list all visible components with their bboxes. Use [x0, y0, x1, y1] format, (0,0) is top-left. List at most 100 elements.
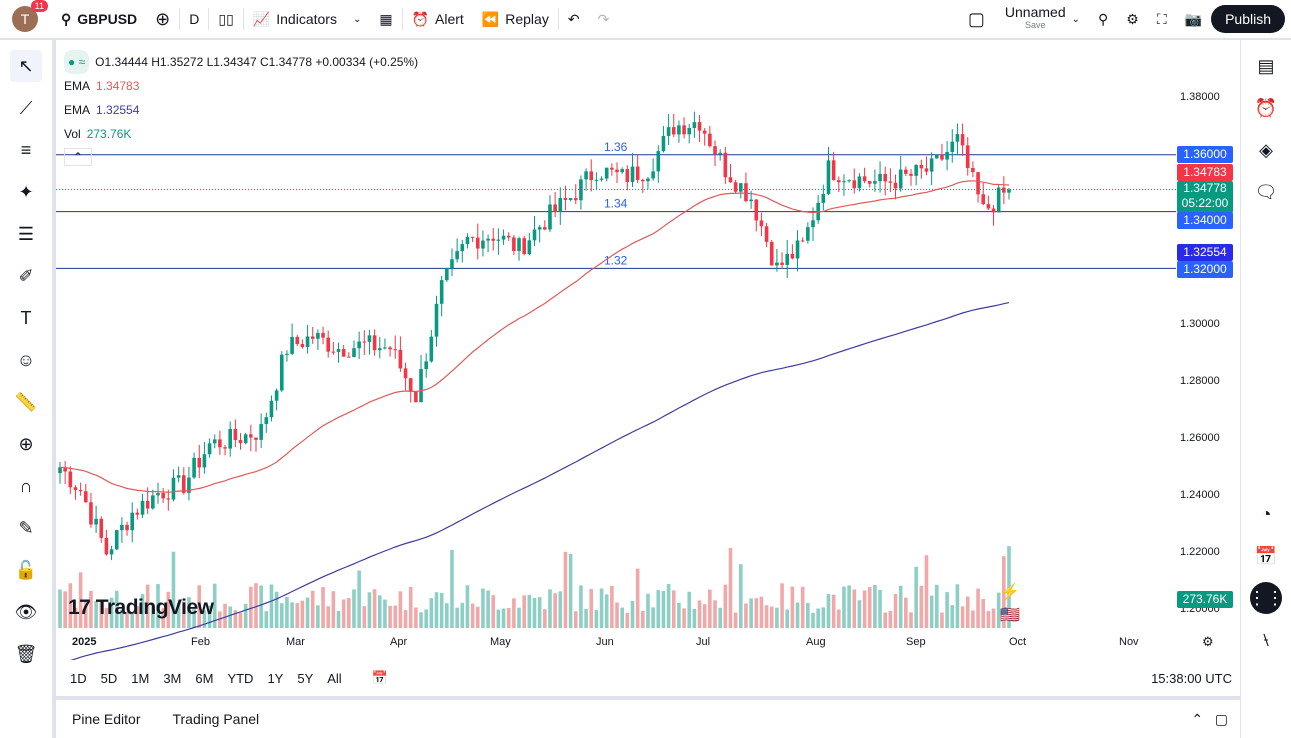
candle-body: [929, 158, 934, 172]
gauge-icon[interactable]: ◔: [1260, 503, 1272, 524]
chart-type-button[interactable]: ▯▯: [209, 0, 242, 38]
time-label: 2025: [72, 636, 97, 648]
trend-line-icon[interactable]: ⟋: [19, 97, 33, 118]
collapse-panel-icon[interactable]: ⌃ ▢: [1191, 710, 1228, 727]
candle-body: [192, 457, 196, 478]
candle-body: [687, 128, 692, 135]
range-5y[interactable]: 5Y: [297, 670, 314, 686]
volume-bar: [806, 603, 810, 628]
candle-body: [439, 280, 444, 304]
date-range-icon[interactable]: 📅: [371, 670, 388, 685]
redo-button[interactable]: ↷: [597, 10, 610, 27]
emoji-icon[interactable]: ☺: [16, 349, 36, 370]
lock-icon[interactable]: 🔓: [14, 559, 38, 580]
candle-body: [620, 169, 624, 173]
forecast-icon[interactable]: ☰: [17, 223, 35, 244]
candle-body: [713, 146, 717, 155]
indicators-button[interactable]: 📈 Indicators ⌄: [252, 10, 362, 28]
candle-body: [491, 238, 496, 241]
volume-bar: [104, 608, 109, 628]
axis-settings-icon[interactable]: ⚙: [1202, 634, 1214, 649]
layers-icon[interactable]: ◈: [1259, 139, 1273, 160]
chart-pane[interactable]: 1.36 1.34 1.32 ● ≈ O1.34444 H1.35272 L1.343…: [56, 40, 1240, 696]
candle-body: [228, 428, 233, 449]
ruler-icon[interactable]: 📏: [14, 391, 38, 412]
volume-label: 273.76K: [1177, 591, 1233, 608]
volume-bar: [486, 590, 490, 628]
volume-bar: [352, 589, 356, 628]
tab-pine-editor[interactable]: Pine Editor: [72, 711, 141, 727]
clock[interactable]: 15:38:00 UTC: [1151, 670, 1232, 686]
range-3m[interactable]: 3M: [163, 670, 182, 686]
candle-body: [362, 341, 367, 343]
settings-button[interactable]: ⚙: [1117, 0, 1148, 38]
volume-bar: [223, 603, 227, 628]
snapshot-button[interactable]: 📷: [1176, 0, 1211, 38]
zoom-icon[interactable]: ⊕: [18, 433, 34, 454]
eye-icon[interactable]: 👁: [14, 601, 38, 622]
symbol-search[interactable]: ⚲ GBPUSD: [61, 10, 138, 28]
range-bar: 1D 5D 1M 3M 6M YTD 1Y 5Y All 📅 15:38:00 …: [56, 662, 1240, 694]
time-label: Sep: [906, 636, 926, 648]
volume-bar: [491, 595, 496, 628]
candle-body: [259, 424, 263, 440]
quick-search-button[interactable]: ⚲: [1098, 10, 1109, 27]
range-all[interactable]: All: [327, 670, 342, 686]
undo-button[interactable]: ↶: [567, 10, 580, 27]
signal-icon[interactable]: ⧷: [1262, 629, 1270, 650]
time-label: Oct: [1009, 636, 1027, 648]
publish-button[interactable]: Publish: [1211, 5, 1285, 33]
fib-icon[interactable]: ≡: [20, 139, 32, 160]
collapse-legend-button[interactable]: ⌃: [64, 148, 92, 166]
replay-button[interactable]: ⏪ Replay: [481, 10, 549, 28]
range-1y[interactable]: 1Y: [267, 670, 284, 686]
brush-icon[interactable]: ✐: [18, 265, 34, 286]
cursor-icon[interactable]: ↖: [10, 50, 42, 82]
candle-body: [83, 491, 88, 503]
text-icon[interactable]: T: [20, 307, 32, 328]
candle-body: [347, 356, 351, 358]
candle-body: [377, 348, 382, 351]
fullscreen-button[interactable]: ⛶: [1148, 0, 1176, 38]
tab-trading-panel[interactable]: Trading Panel: [172, 711, 260, 727]
range-5d[interactable]: 5D: [100, 670, 118, 686]
ema-slow-line: [70, 302, 1010, 660]
watchlist-icon[interactable]: ▤: [1257, 55, 1275, 76]
volume-bar: [465, 585, 470, 628]
candle-body: [383, 347, 387, 349]
candle-body: [445, 267, 449, 281]
range-ytd[interactable]: YTD: [227, 670, 254, 686]
magnet-icon[interactable]: ∩: [19, 475, 33, 496]
avatar[interactable]: T 11: [12, 0, 48, 32]
range-1d[interactable]: 1D: [70, 670, 87, 686]
templates-button[interactable]: ▦: [370, 0, 401, 38]
compare-button[interactable]: ⊕: [146, 0, 179, 38]
trash-icon[interactable]: 🗑: [14, 643, 38, 664]
calendar-icon[interactable]: 📅: [1254, 545, 1278, 566]
alerts-icon[interactable]: ⏰: [1254, 97, 1278, 118]
price-chart[interactable]: 1.36 1.34 1.32: [56, 40, 1240, 660]
us-flag-icon[interactable]: 🇺🇸: [1000, 607, 1020, 624]
volume-bar: [347, 598, 351, 628]
apps-icon[interactable]: ⋮⋮: [1248, 582, 1284, 614]
event-lightning-icon[interactable]: ⚡: [1000, 584, 1020, 601]
volume-bar: [218, 611, 222, 628]
candle-body: [285, 353, 289, 355]
alert-button[interactable]: ⏰ Alert: [411, 10, 464, 28]
range-6m[interactable]: 6M: [195, 670, 214, 686]
candle-body: [408, 378, 413, 392]
lock-drawing-icon[interactable]: ✎: [18, 517, 34, 538]
alarm-icon: ⏰: [411, 10, 430, 27]
volume-bar: [99, 600, 104, 628]
candle-body: [630, 166, 635, 182]
pattern-icon[interactable]: ✦: [18, 181, 34, 202]
chat-icon[interactable]: 🗨: [1254, 181, 1278, 202]
candle-body: [1002, 187, 1006, 193]
interval-button[interactable]: D: [189, 11, 200, 27]
candle-body: [233, 428, 238, 441]
layout-button[interactable]: ▢ Unnamed Save ⌄: [967, 4, 1080, 30]
volume-bar: [702, 604, 707, 628]
volume-bar: [713, 600, 717, 628]
range-1m[interactable]: 1M: [131, 670, 150, 686]
volume-bar: [68, 583, 73, 628]
